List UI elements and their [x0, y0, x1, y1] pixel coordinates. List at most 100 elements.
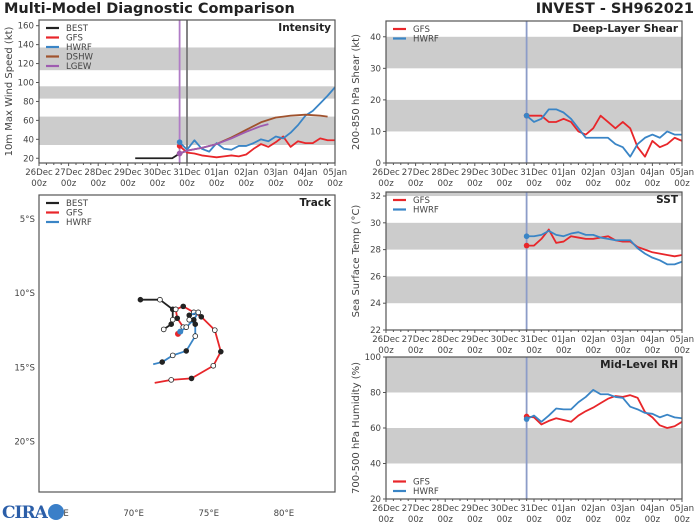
track-point: [192, 333, 199, 339]
shaded-band: [386, 428, 682, 464]
x-tick-label: 31Dec: [173, 168, 201, 178]
x-tick-label: 00z: [298, 179, 314, 189]
track-point: [137, 296, 144, 303]
plot-frame: [38, 194, 336, 493]
track-point: [218, 348, 224, 355]
x-tick-label: 01Jan: [552, 504, 576, 514]
legend-label-hwrf: HWRF: [413, 35, 439, 45]
series-hwrf-line: [526, 229, 682, 266]
x-tick-label: 27Dec: [402, 168, 430, 178]
storm-title: INVEST - SH962021: [535, 1, 694, 17]
series-best-line: [140, 298, 174, 331]
x-tick-label: 00z: [497, 346, 513, 356]
x-tick-label: 26Dec: [372, 504, 400, 514]
series-hwrf-start-point: [523, 233, 530, 240]
track-point: [211, 327, 218, 333]
x-tick-label: 00z: [526, 179, 542, 189]
x-tick-label: 00z: [467, 179, 483, 189]
x-tick-label: 00z: [556, 346, 572, 356]
y-axis-label: 10m Max Wind Speed (kt): [4, 26, 15, 156]
y-tick-label: 10°S: [14, 289, 35, 299]
track-point: [169, 352, 176, 359]
x-tick-label: 26Dec: [25, 168, 53, 178]
track-point: [157, 296, 163, 303]
plot-area: [39, 20, 335, 163]
series-hwrf-start-point: [523, 416, 530, 422]
y-tick-label: 60: [23, 116, 34, 126]
panel-title: Track: [300, 197, 332, 209]
x-tick-label: 04Jan: [293, 168, 317, 178]
x-tick-label: 00z: [585, 179, 601, 189]
y-tick-label: 30: [370, 219, 381, 229]
x-tick-label: 27Dec: [402, 335, 430, 345]
x-tick-label: 00z: [674, 515, 690, 525]
x-tick-label: 00z: [645, 346, 661, 356]
x-tick-label: 00z: [209, 179, 225, 189]
y-tick-label: 40: [23, 135, 34, 145]
x-tick-label: 28Dec: [84, 168, 112, 178]
series-hwrf-start-point: [176, 139, 183, 145]
x-tick-label: 00z: [556, 515, 572, 525]
x-tick-label: 01Jan: [552, 168, 576, 178]
track-point: [188, 375, 195, 382]
y-tick-label: 5°S: [20, 215, 35, 225]
y-tick-label: 160: [18, 22, 34, 32]
y-tick-label: 20: [370, 96, 381, 106]
x-tick-label: 31Dec: [520, 335, 548, 345]
x-tick-label: 00z: [327, 179, 343, 189]
x-tick-label: 00z: [437, 515, 453, 525]
legend-label-lgew: LGEW: [66, 62, 92, 72]
legend-label-best: BEST: [66, 199, 89, 209]
legend-label-gfs: GFS: [413, 196, 430, 206]
x-tick-label: 04Jan: [640, 335, 664, 345]
x-tick-label: 30Dec: [491, 504, 519, 514]
series-gfs-line: [178, 135, 335, 159]
x-tick-label: 00z: [556, 179, 572, 189]
y-tick-label: 32: [370, 192, 381, 202]
panel-title: Mid-Level RH: [600, 359, 678, 371]
track-point: [183, 348, 190, 354]
x-tick-label: 00z: [645, 515, 661, 525]
logo-text: CIRA: [2, 503, 48, 523]
x-tick-label: 00z: [150, 179, 166, 189]
x-tick-label: 00z: [268, 179, 284, 189]
x-tick-label: 00z: [31, 179, 47, 189]
x-tick-label: 27Dec: [402, 504, 430, 514]
legend-label-best: BEST: [66, 24, 89, 34]
track-point: [174, 315, 181, 322]
track-point: [186, 316, 193, 323]
track-point: [183, 324, 190, 330]
x-tick-label: 00z: [585, 515, 601, 525]
shear-chart: 26Dec00z27Dec00z28Dec00z29Dec00z30Dec00z…: [351, 20, 694, 189]
x-tick-label: 03Jan: [611, 168, 635, 178]
x-tick-label: 00z: [378, 179, 394, 189]
x-tick-label: 00z: [615, 515, 631, 525]
track-point: [168, 321, 175, 327]
legend-label-hwrf: HWRF: [413, 487, 439, 497]
x-tick-label: 00z: [674, 179, 690, 189]
x-tick-label: 00z: [467, 346, 483, 356]
legend-label-hwrf: HWRF: [66, 218, 92, 228]
y-tick-label: 26: [370, 272, 381, 282]
x-tick-label: 00z: [467, 515, 483, 525]
x-tick-label: 28Dec: [431, 504, 459, 514]
series-hwrf-line: [526, 108, 682, 158]
y-tick-label: 20: [23, 154, 34, 164]
track-point: [159, 359, 166, 365]
track-chart: 65°E70°E75°E80°E5°S10°S15°S20°STrackBEST…: [14, 194, 336, 519]
x-tick-label: 29Dec: [114, 168, 142, 178]
x-tick-label: 29Dec: [461, 335, 489, 345]
series-gfs-start-point: [523, 242, 530, 249]
x-tick-label: 00z: [238, 179, 254, 189]
series-gfs-line: [526, 114, 682, 158]
x-tick-label: 00z: [120, 179, 136, 189]
y-tick-label: 24: [370, 299, 381, 309]
legend-label-hwrf: HWRF: [413, 206, 439, 216]
y-tick-label: 28: [370, 246, 381, 256]
x-tick-label: 00z: [90, 179, 106, 189]
globe-icon: [47, 504, 64, 520]
y-tick-label: 80: [370, 389, 381, 399]
x-tick-label: 29Dec: [461, 168, 489, 178]
y-tick-label: 30: [370, 64, 381, 74]
